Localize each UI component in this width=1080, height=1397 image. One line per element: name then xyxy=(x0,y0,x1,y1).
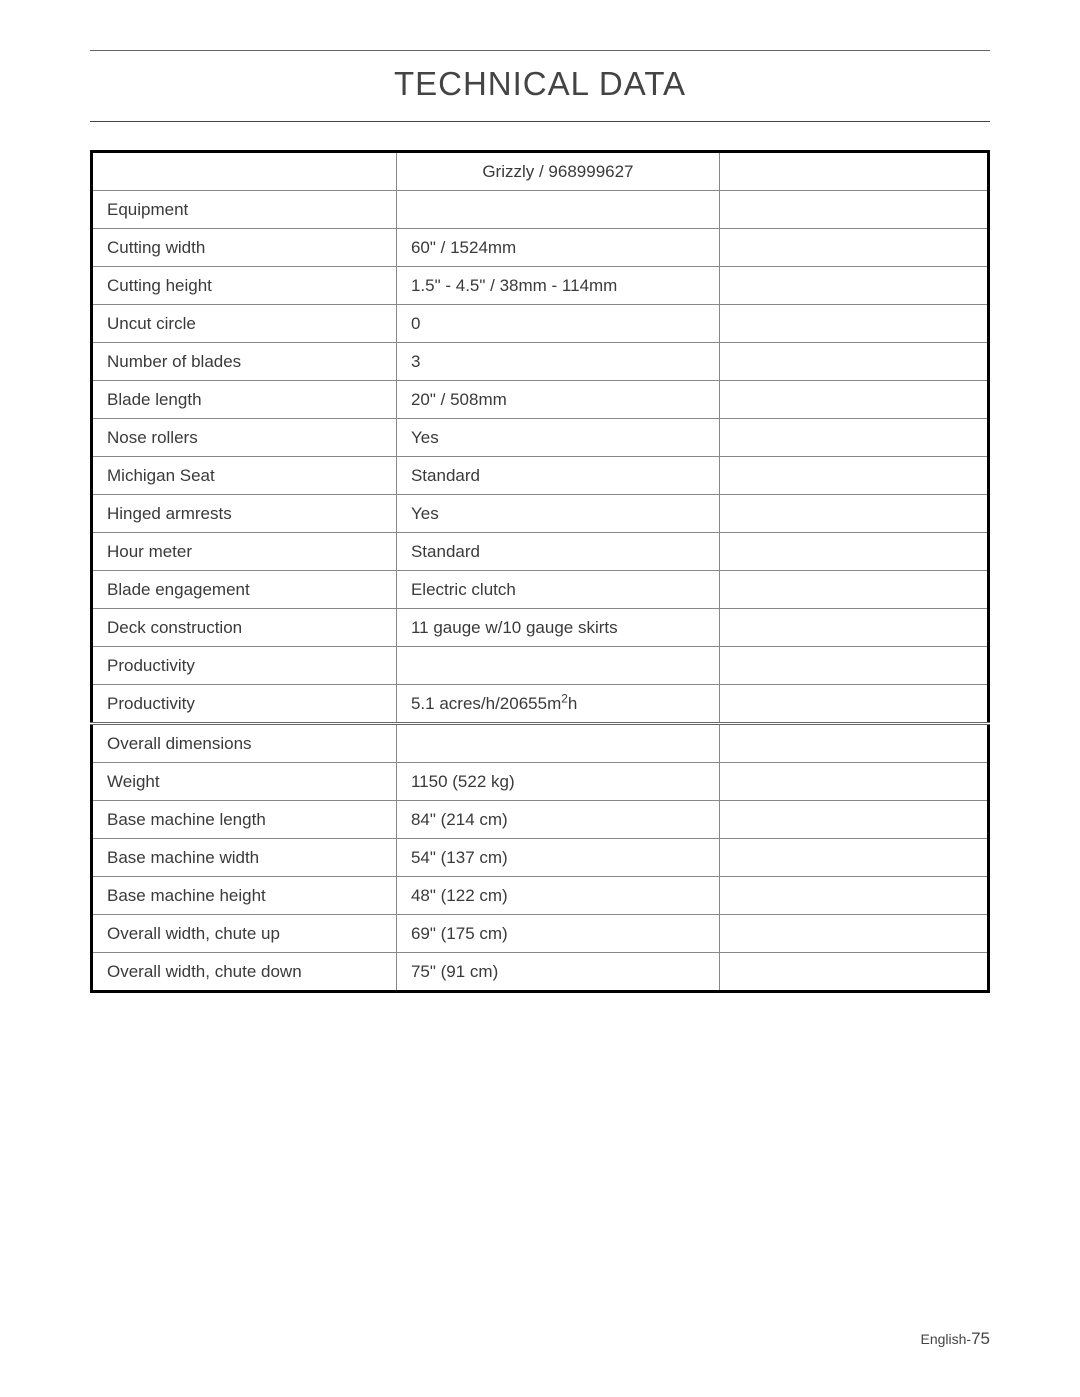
row-value: 75" (91 cm) xyxy=(396,953,719,992)
row-empty xyxy=(719,419,988,457)
table-row: Overall width, chute up69" (175 cm) xyxy=(92,915,989,953)
table-row: Base machine height48" (122 cm) xyxy=(92,877,989,915)
table-row: Base machine length84" (214 cm) xyxy=(92,801,989,839)
footer-language: English- xyxy=(920,1331,971,1347)
header-model-cell: Grizzly / 968999627 xyxy=(396,152,719,191)
row-empty xyxy=(719,685,988,724)
table-row: Uncut circle0 xyxy=(92,305,989,343)
row-label: Michigan Seat xyxy=(92,457,397,495)
row-empty xyxy=(719,267,988,305)
row-label: Cutting width xyxy=(92,229,397,267)
row-value xyxy=(396,647,719,685)
row-value: 11 gauge w/10 gauge skirts xyxy=(396,609,719,647)
table-row: Michigan SeatStandard xyxy=(92,457,989,495)
header-blank-cell xyxy=(719,152,988,191)
row-empty xyxy=(719,915,988,953)
row-value: 5.1 acres/h/20655m2h xyxy=(396,685,719,724)
row-value: Electric clutch xyxy=(396,571,719,609)
table-row: Base machine width54" (137 cm) xyxy=(92,839,989,877)
row-value xyxy=(396,724,719,763)
row-label: Blade engagement xyxy=(92,571,397,609)
row-empty xyxy=(719,191,988,229)
footer-page-number: 75 xyxy=(971,1329,990,1348)
row-value: 1150 (522 kg) xyxy=(396,763,719,801)
header-empty-cell xyxy=(92,152,397,191)
row-value: Standard xyxy=(396,457,719,495)
top-rule xyxy=(90,50,990,51)
table-row: Cutting width60" / 1524mm xyxy=(92,229,989,267)
row-label: Equipment xyxy=(92,191,397,229)
row-label: Blade length xyxy=(92,381,397,419)
row-empty xyxy=(719,839,988,877)
row-value: Yes xyxy=(396,419,719,457)
row-value: 1.5" - 4.5" / 38mm - 114mm xyxy=(396,267,719,305)
row-value: 3 xyxy=(396,343,719,381)
row-label: Overall dimensions xyxy=(92,724,397,763)
row-label: Nose rollers xyxy=(92,419,397,457)
row-empty xyxy=(719,877,988,915)
table-row: Blade length20" / 508mm xyxy=(92,381,989,419)
table-row: Weight1150 (522 kg) xyxy=(92,763,989,801)
title-underline xyxy=(90,121,990,122)
row-empty xyxy=(719,229,988,267)
row-empty xyxy=(719,953,988,992)
row-label: Cutting height xyxy=(92,267,397,305)
row-label: Base machine width xyxy=(92,839,397,877)
table-row: Overall width, chute down75" (91 cm) xyxy=(92,953,989,992)
row-label: Base machine length xyxy=(92,801,397,839)
row-empty xyxy=(719,801,988,839)
row-empty xyxy=(719,609,988,647)
row-empty xyxy=(719,724,988,763)
row-empty xyxy=(719,343,988,381)
row-value: Yes xyxy=(396,495,719,533)
row-empty xyxy=(719,305,988,343)
row-label: Uncut circle xyxy=(92,305,397,343)
page-container: TECHNICAL DATA Grizzly / 968999627 Equip… xyxy=(0,0,1080,1397)
row-value: Standard xyxy=(396,533,719,571)
row-label: Productivity xyxy=(92,647,397,685)
row-label: Hour meter xyxy=(92,533,397,571)
row-empty xyxy=(719,381,988,419)
table-row: Hinged armrestsYes xyxy=(92,495,989,533)
row-label: Hinged armrests xyxy=(92,495,397,533)
technical-data-table: Grizzly / 968999627 EquipmentCutting wid… xyxy=(90,150,990,993)
table-row: Nose rollersYes xyxy=(92,419,989,457)
row-label: Overall width, chute up xyxy=(92,915,397,953)
row-label: Deck construction xyxy=(92,609,397,647)
row-empty xyxy=(719,457,988,495)
row-value: 60" / 1524mm xyxy=(396,229,719,267)
table-row: Deck construction11 gauge w/10 gauge ski… xyxy=(92,609,989,647)
row-value: 48" (122 cm) xyxy=(396,877,719,915)
row-label: Base machine height xyxy=(92,877,397,915)
row-empty xyxy=(719,763,988,801)
row-label: Weight xyxy=(92,763,397,801)
row-empty xyxy=(719,647,988,685)
row-value: 0 xyxy=(396,305,719,343)
table-row: Hour meterStandard xyxy=(92,533,989,571)
table-row: Blade engagementElectric clutch xyxy=(92,571,989,609)
row-label: Overall width, chute down xyxy=(92,953,397,992)
row-value: 54" (137 cm) xyxy=(396,839,719,877)
row-value xyxy=(396,191,719,229)
table-row: Productivity5.1 acres/h/20655m2h xyxy=(92,685,989,724)
table-row: Overall dimensions xyxy=(92,724,989,763)
row-value: 84" (214 cm) xyxy=(396,801,719,839)
row-empty xyxy=(719,495,988,533)
row-value: 69" (175 cm) xyxy=(396,915,719,953)
table-row: Productivity xyxy=(92,647,989,685)
row-label: Number of blades xyxy=(92,343,397,381)
page-footer: English-75 xyxy=(920,1329,990,1349)
row-label: Productivity xyxy=(92,685,397,724)
page-title: TECHNICAL DATA xyxy=(90,65,990,103)
row-empty xyxy=(719,571,988,609)
row-empty xyxy=(719,533,988,571)
row-value: 20" / 508mm xyxy=(396,381,719,419)
table-row: Cutting height1.5" - 4.5" / 38mm - 114mm xyxy=(92,267,989,305)
table-header-row: Grizzly / 968999627 xyxy=(92,152,989,191)
table-row: Equipment xyxy=(92,191,989,229)
table-body: Grizzly / 968999627 EquipmentCutting wid… xyxy=(92,152,989,992)
table-row: Number of blades3 xyxy=(92,343,989,381)
